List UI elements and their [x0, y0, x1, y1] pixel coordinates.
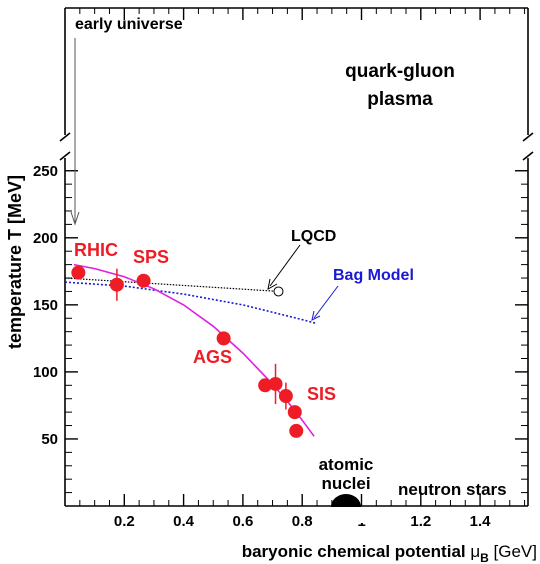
- x-axis-title: baryonic chemical potential μB [GeV]: [242, 542, 537, 564]
- lqcd-line: [64, 277, 279, 292]
- y-tick-label: 150: [33, 297, 58, 314]
- lqcd-pointer-arrow: [267, 244, 301, 290]
- data-point: [289, 423, 304, 438]
- x-axis-title-main: baryonic chemical potential: [242, 542, 471, 561]
- x-tick-label: 1.2: [410, 513, 431, 530]
- lqcd-label: LQCD: [291, 228, 336, 245]
- lqcd-endpoint: [273, 286, 284, 297]
- x-tick-label: 1.4: [470, 513, 492, 530]
- blob-mask: [325, 507, 370, 523]
- data-point: [216, 331, 231, 346]
- bag-model-label: Bag Model: [333, 267, 414, 284]
- qgp-label-line2: plasma: [367, 89, 433, 110]
- sis-label: SIS: [307, 384, 336, 404]
- atomic-nuclei-label-line1: atomic: [319, 455, 374, 474]
- x-axis-title-mu: μ: [470, 542, 480, 561]
- atomic-nuclei-label-line2: nuclei: [321, 474, 370, 493]
- data-point: [136, 273, 151, 288]
- axis-ticks: [65, 8, 528, 506]
- x-tick-label: 0.6: [232, 513, 253, 530]
- axis-break-left: [59, 132, 71, 161]
- early-universe-label: early universe: [75, 16, 183, 33]
- y-axis-title: temperature T [MeV]: [5, 175, 25, 349]
- y-tick-label: 250: [33, 163, 58, 180]
- x-axis-title-unit: [GeV]: [489, 542, 537, 561]
- rhic-label: RHIC: [74, 240, 118, 260]
- x-tick-label: 0.4: [173, 513, 195, 530]
- data-point: [109, 277, 124, 292]
- neutron-stars-label: neutron stars: [398, 480, 507, 499]
- x-tick-label: 0.2: [114, 513, 135, 530]
- ags-label: AGS: [193, 347, 232, 367]
- x-axis-title-sub: B: [480, 551, 489, 564]
- data-point: [71, 265, 86, 280]
- x-tick-label: 0.8: [292, 513, 313, 530]
- y-tick-label: 200: [33, 230, 58, 247]
- axis-break-right: [522, 132, 534, 161]
- data-point: [287, 405, 302, 420]
- data-point: [268, 376, 283, 391]
- sps-label: SPS: [133, 247, 169, 267]
- qgp-label-line1: quark-gluon: [345, 61, 455, 82]
- bag-model-pointer-arrow: [311, 285, 339, 321]
- model-curves: [64, 263, 318, 437]
- y-tick-label: 50: [41, 431, 58, 448]
- early-universe-arrow: [70, 38, 80, 226]
- data-points: [71, 265, 304, 438]
- data-point: [278, 389, 293, 404]
- y-tick-label: 100: [33, 364, 58, 381]
- data-point: [258, 378, 273, 393]
